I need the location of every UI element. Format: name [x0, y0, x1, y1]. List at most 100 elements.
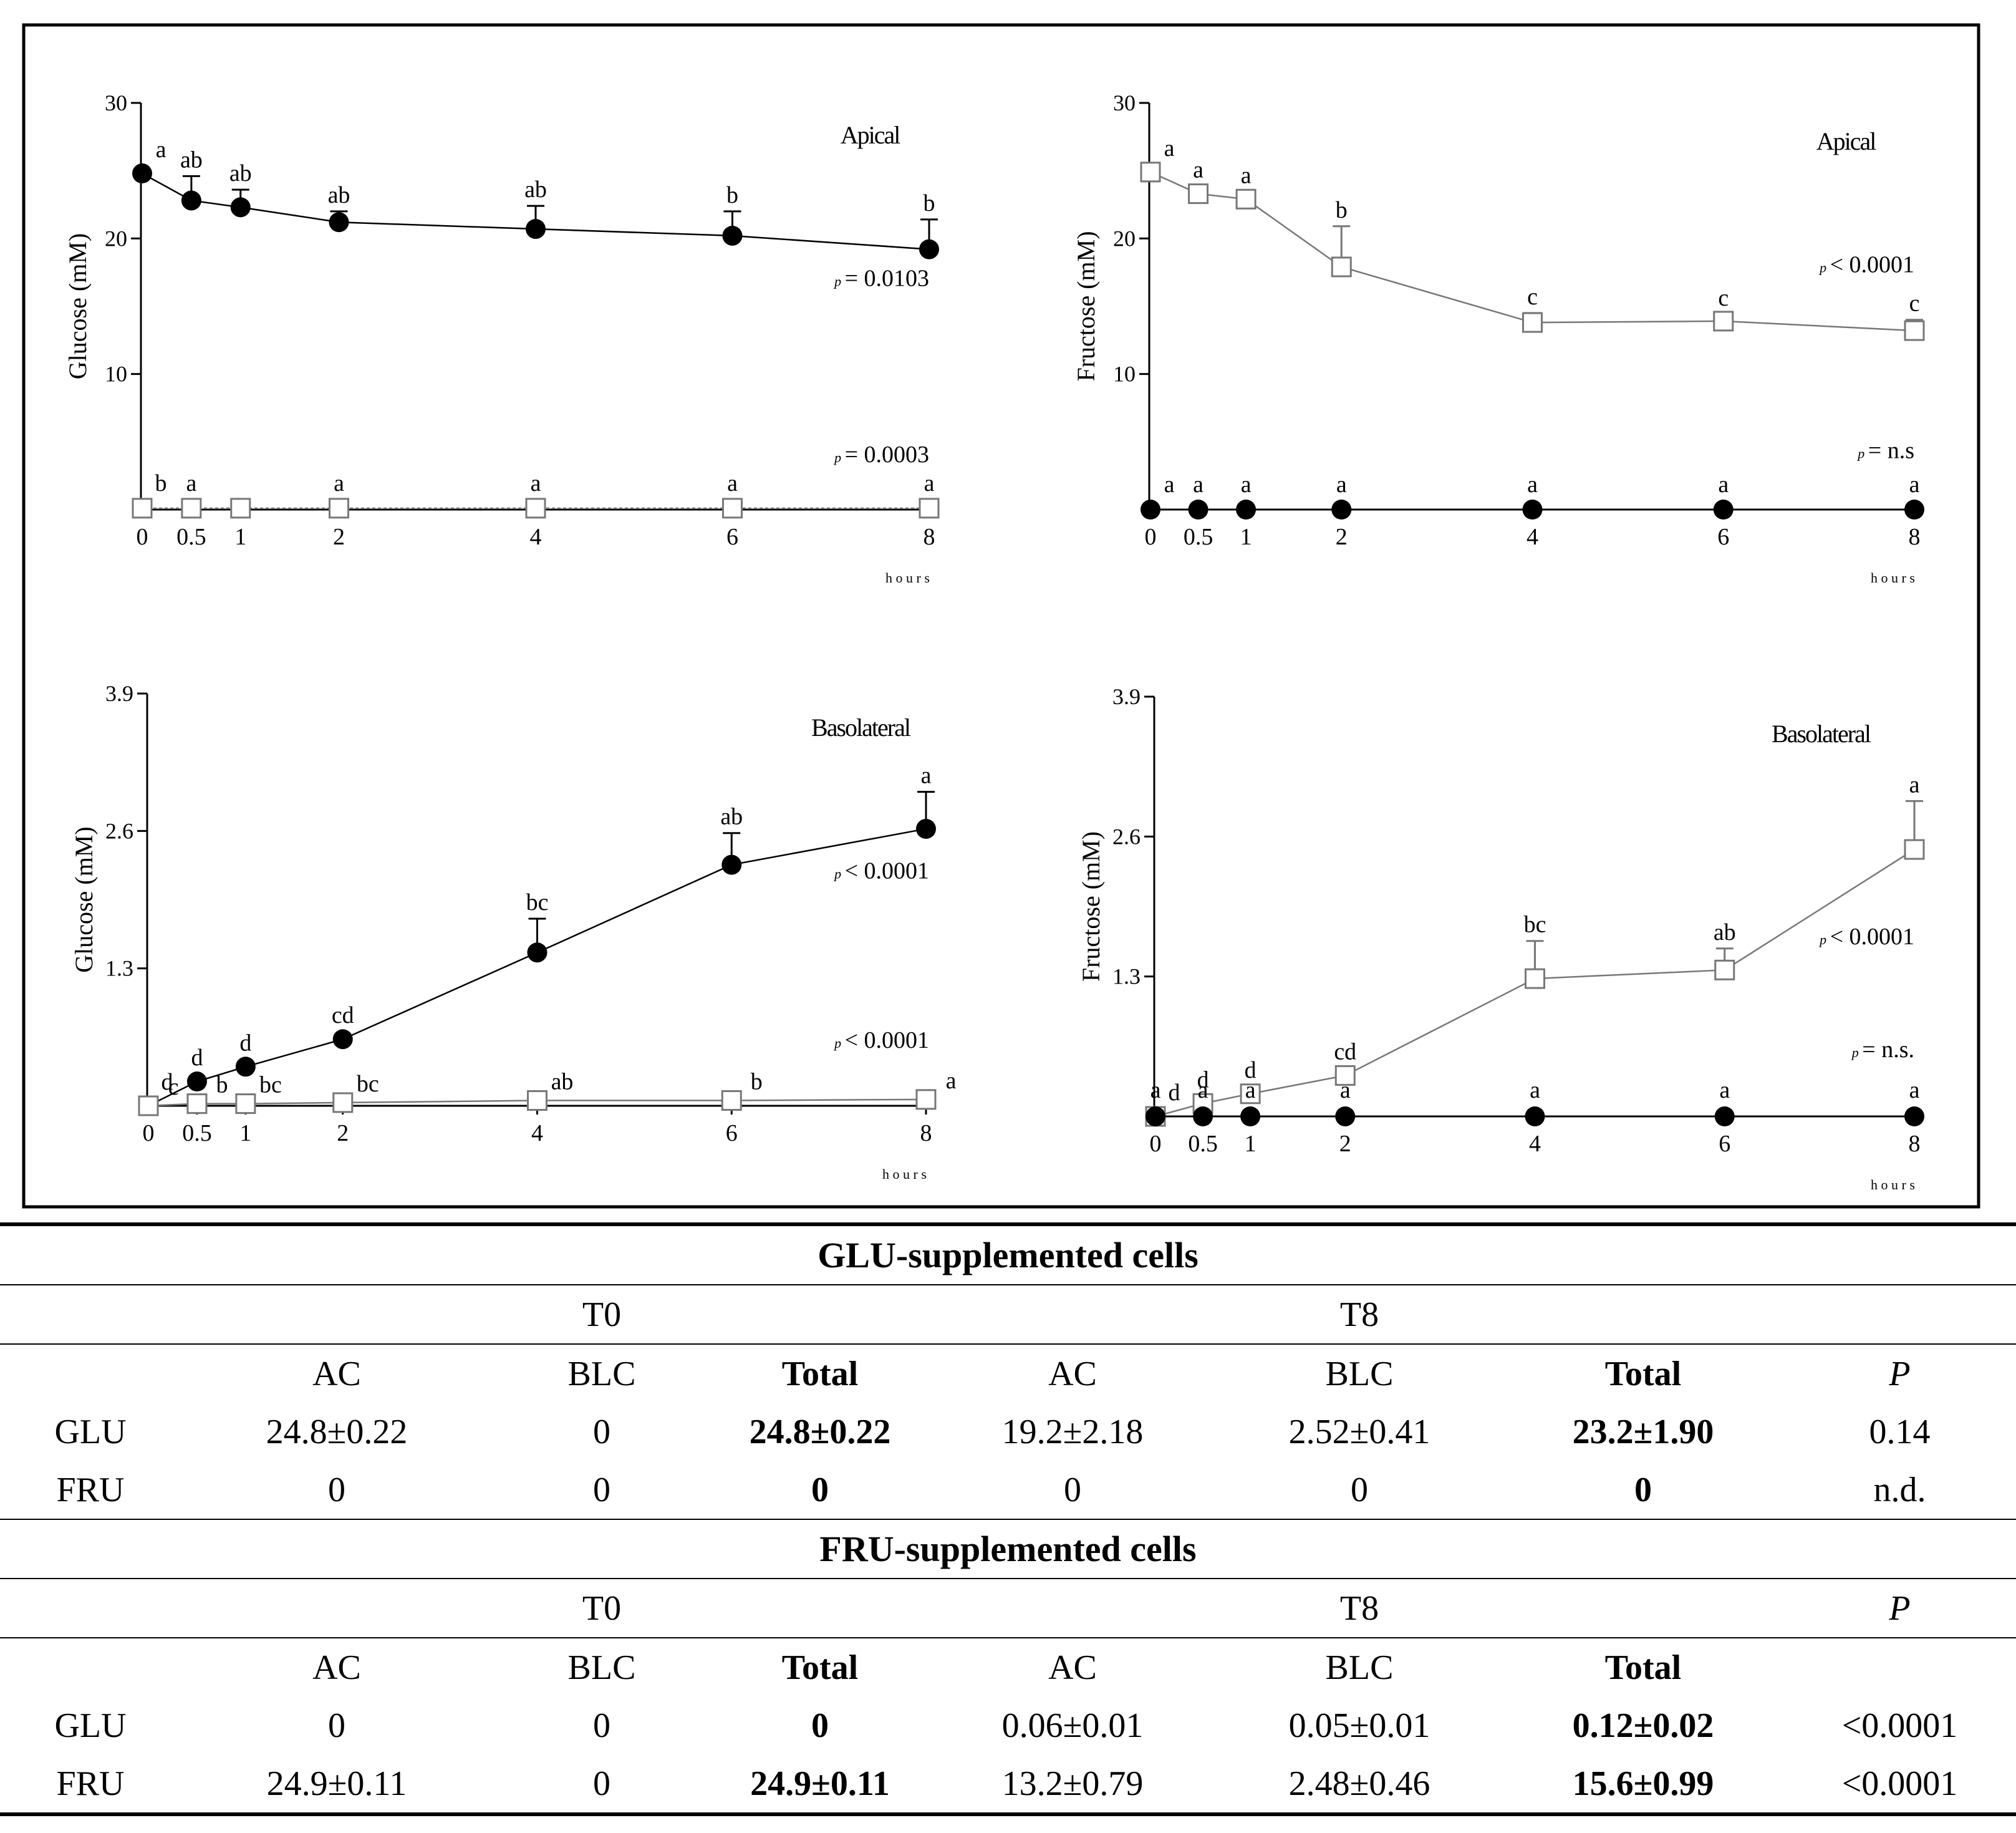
- significance-letter: a: [1909, 771, 1920, 798]
- data-point-circle: [916, 818, 936, 839]
- significance-letter: c: [1909, 291, 1920, 317]
- table-cell: 24.9±0.11: [711, 1754, 929, 1816]
- table-cell: 13.2±0.79: [929, 1754, 1216, 1816]
- col-header: Total: [1503, 1637, 1783, 1696]
- table-cell: 19.2±2.18: [1001, 1412, 1144, 1451]
- table-cell: 24.8±0.22: [749, 1412, 891, 1451]
- x-tick-label: 1: [239, 1120, 251, 1146]
- table-cell: 2.48±0.46: [1216, 1754, 1503, 1816]
- p-value-text: < 0.0001: [845, 1027, 929, 1053]
- significance-letter: a: [186, 470, 196, 496]
- data-point-circle: [527, 942, 547, 963]
- significance-letter: ab: [1714, 919, 1736, 946]
- table-cell: 24.9±0.11: [181, 1754, 493, 1816]
- significance-letter: cd: [332, 1002, 354, 1028]
- p-value-text: < 0.0001: [1830, 252, 1914, 278]
- data-point-circle: [721, 854, 742, 875]
- row-label: FRU: [56, 1470, 125, 1509]
- data-point-square: [230, 498, 251, 519]
- col-header: Total: [711, 1343, 929, 1403]
- data-point-square: [1525, 968, 1545, 989]
- significance-letter: a: [531, 470, 541, 496]
- data-point-square: [1240, 1083, 1261, 1105]
- data-point-square: [332, 1092, 354, 1113]
- table-row: GLU 24.8±0.22 0 24.8±0.22 19.2±2.18 2.52…: [0, 1403, 2016, 1461]
- x-tick-label: 4: [1526, 524, 1538, 550]
- data-point-circle: [1904, 500, 1924, 520]
- significance-letter: b: [751, 1069, 763, 1095]
- series-line-glucose: [148, 828, 927, 1107]
- significance-letter: cd: [1334, 1038, 1356, 1065]
- significance-letter: a: [1150, 1077, 1161, 1103]
- significance-letter: a: [1909, 1077, 1920, 1103]
- y-tick-label: 3.9: [105, 681, 133, 706]
- data-point-square: [1140, 162, 1161, 183]
- table-cell: 0: [593, 1470, 610, 1509]
- x-tick-label: 4: [530, 524, 542, 550]
- significance-letter: a: [1241, 472, 1252, 498]
- col-header: BLC: [1216, 1343, 1503, 1403]
- data-point-square: [181, 498, 202, 519]
- p-value-text: = n.s: [1868, 437, 1914, 463]
- table-cell: 0: [1064, 1470, 1081, 1509]
- data-point-circle: [1188, 500, 1208, 520]
- data-point-square: [1904, 839, 1925, 860]
- significance-letter: ab: [720, 804, 743, 830]
- data-point-square: [1188, 183, 1209, 205]
- glu-column-header-row: AC BLC Total AC BLC Total P: [0, 1343, 2016, 1403]
- glu-time-header-row: T0 T8: [0, 1284, 2016, 1344]
- significance-letter: bc: [526, 889, 549, 916]
- data-point-circle: [186, 1071, 207, 1092]
- significance-letter: b: [726, 182, 738, 208]
- p-symbol: p: [833, 273, 845, 289]
- data-point-square: [915, 1089, 937, 1110]
- y-axis-label: Glucose (mM): [70, 826, 98, 972]
- table-cell: 15.6±0.99: [1503, 1754, 1783, 1816]
- significance-letter: a: [921, 763, 932, 789]
- summary-table: GLU-supplemented cells T0 T8 AC BLC Tota…: [0, 1222, 2016, 1816]
- col-header: AC: [929, 1343, 1216, 1403]
- significance-letter: d: [191, 1045, 203, 1071]
- data-point-square: [1713, 311, 1734, 332]
- p-symbol: p: [833, 866, 845, 882]
- table-cell: <0.0001: [1841, 1706, 1958, 1745]
- significance-letter: ab: [524, 177, 547, 203]
- data-point-circle: [1193, 1106, 1213, 1126]
- x-axis-label: h o u r s: [885, 570, 930, 586]
- data-point-circle: [332, 1029, 353, 1050]
- col-header: Total: [1503, 1343, 1783, 1403]
- p-value-label: p = n.s.: [1851, 1037, 1914, 1063]
- x-tick-label: 6: [1719, 1131, 1730, 1157]
- significance-letter: d: [1197, 1066, 1209, 1093]
- data-point-circle: [181, 190, 201, 211]
- significance-letter: a: [727, 470, 738, 496]
- x-tick-label: 8: [924, 524, 935, 550]
- row-label: GLU: [54, 1706, 127, 1745]
- x-tick-label: 1: [1240, 524, 1252, 550]
- table-cell: 0: [493, 1754, 711, 1816]
- x-tick-label: 1: [1245, 1131, 1256, 1157]
- x-tick-label: 2: [1336, 524, 1348, 550]
- data-point-square: [329, 498, 349, 519]
- significance-letter: a: [1245, 1077, 1256, 1103]
- x-tick-label: 8: [1909, 524, 1921, 550]
- significance-letter: b: [155, 470, 167, 496]
- y-tick-label: 20: [1113, 226, 1136, 251]
- significance-letter: a: [1340, 1077, 1351, 1103]
- significance-letter: b: [924, 190, 935, 216]
- compartment-label: Apical: [1816, 127, 1877, 155]
- significance-letter: a: [1198, 1077, 1208, 1103]
- data-point-circle: [1525, 1106, 1545, 1126]
- compartment-label: Basolateral: [811, 713, 911, 742]
- x-tick-label: 0: [1145, 524, 1157, 550]
- row-label: GLU: [54, 1412, 127, 1451]
- x-tick-label: 2: [333, 524, 345, 550]
- data-point-circle: [526, 219, 546, 239]
- x-axis-label: h o u r s: [1871, 570, 1915, 586]
- significance-letter: a: [1530, 1077, 1540, 1103]
- x-tick-label: 0.5: [1184, 524, 1213, 550]
- glu-section-title: GLU-supplemented cells: [0, 1222, 2016, 1285]
- col-header: BLC: [1216, 1637, 1503, 1696]
- p-value-label: p = n.s: [1856, 437, 1914, 463]
